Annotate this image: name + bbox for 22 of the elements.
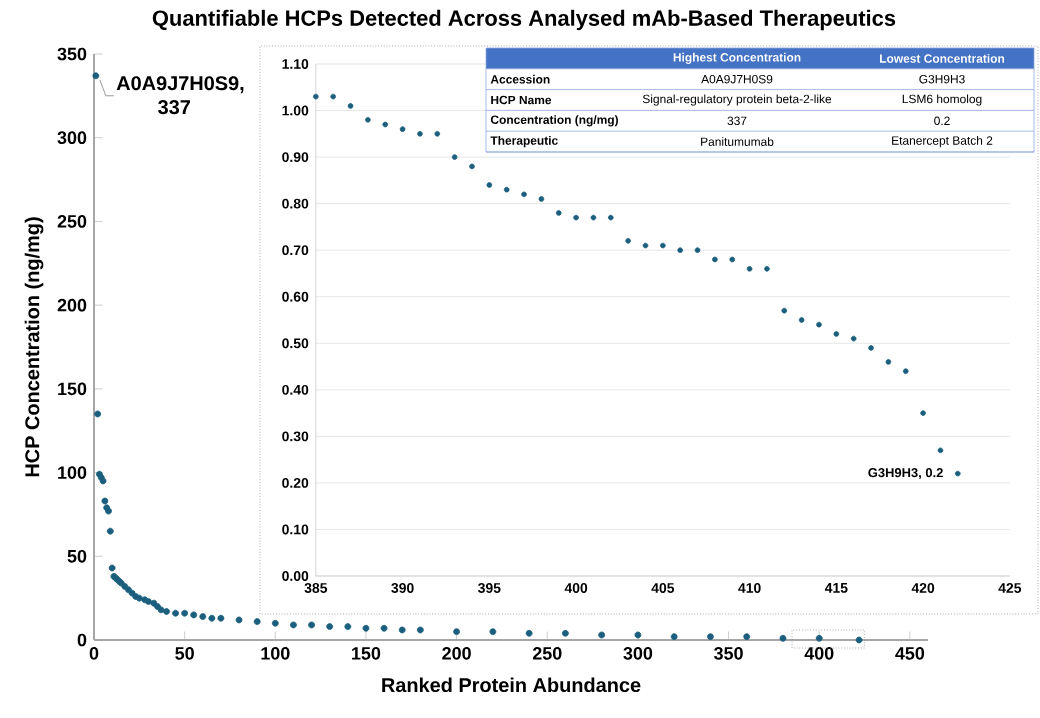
y-tick-label: 350 [57,47,87,61]
x-tick-label: 400 [804,647,834,660]
x-tick-label: 100 [261,647,290,660]
x-tick-label: 450 [895,647,925,660]
x-tick-label: 150 [352,647,381,660]
y-tick-label: 0 [77,633,87,647]
y-tick-label: 50 [67,549,87,563]
y-tick-label: 200 [57,298,87,312]
y-axis-title: HCP Concentration (ng/mg) [24,217,44,477]
x-tick-label: 0 [89,647,99,660]
y-tick-label: 250 [57,215,87,228]
x-axis-title: Ranked Protein Abundance [382,677,641,693]
annotation: A0A9J7H0S9, 337 [116,76,244,115]
x-tick-label: 250 [532,647,562,660]
y-tick-label: 150 [58,382,87,396]
y-tick-label: 100 [58,466,87,479]
x-tick-label: 200 [442,647,471,660]
x-tick-label: 300 [623,647,653,660]
y-tick-label: 300 [57,131,87,145]
x-tick-label: 50 [175,647,194,660]
chart-title: Quantifiable HCPs Detected Across Analysed mAb-Based Therapeutics [152,9,896,31]
x-tick-label: 350 [714,647,743,660]
